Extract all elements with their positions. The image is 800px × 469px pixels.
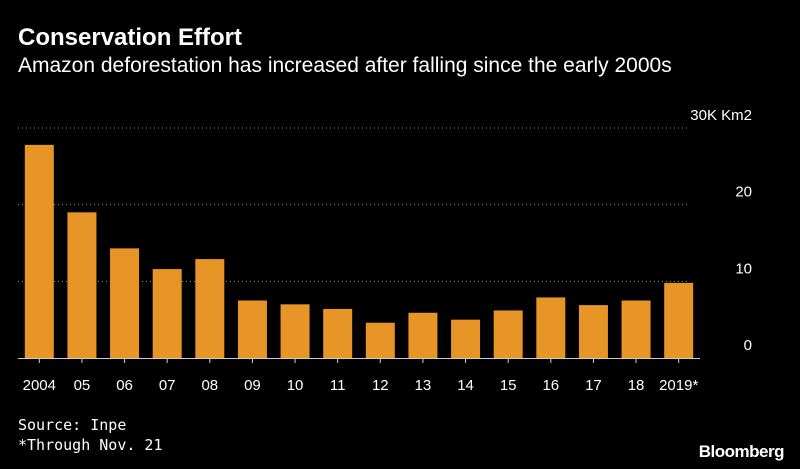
x-tick-label: 12 bbox=[372, 377, 389, 394]
chart-subtitle: Amazon deforestation has increased after… bbox=[18, 54, 672, 77]
bar bbox=[24, 144, 54, 358]
bar bbox=[152, 269, 182, 358]
bar bbox=[323, 308, 353, 358]
x-tick-label: 2004 bbox=[23, 377, 56, 394]
x-tick-label: 10 bbox=[287, 377, 304, 394]
x-tick-label: 2019* bbox=[659, 377, 698, 394]
bar bbox=[536, 297, 566, 358]
bar bbox=[195, 259, 225, 358]
footnote: *Through Nov. 21 bbox=[18, 436, 163, 454]
x-tick-label: 07 bbox=[159, 377, 176, 394]
bar bbox=[237, 300, 267, 358]
bar bbox=[408, 312, 438, 358]
x-tick-label: 06 bbox=[116, 377, 133, 394]
x-tick-label: 11 bbox=[330, 377, 346, 394]
x-tick-label: 18 bbox=[628, 377, 645, 394]
x-tick-label: 14 bbox=[457, 377, 474, 394]
source-note: Source: Inpe bbox=[18, 416, 127, 434]
bloomberg-logo: Bloomberg bbox=[698, 442, 785, 461]
x-tick-label: 17 bbox=[585, 377, 602, 394]
y-tick-label: 30K Km2 bbox=[690, 107, 752, 124]
y-tick-label: 10 bbox=[735, 260, 752, 277]
x-tick-label: 16 bbox=[542, 377, 559, 394]
bar bbox=[110, 248, 140, 358]
bar bbox=[67, 212, 97, 358]
x-tick-label: 09 bbox=[244, 377, 261, 394]
x-tick-label: 08 bbox=[201, 377, 218, 394]
bar bbox=[621, 300, 651, 358]
x-tick-label: 05 bbox=[74, 377, 91, 394]
bar bbox=[365, 322, 395, 358]
bar bbox=[578, 305, 608, 358]
bar bbox=[664, 282, 694, 358]
bar bbox=[493, 310, 523, 358]
bar bbox=[280, 304, 310, 358]
x-tick-label: 13 bbox=[415, 377, 432, 394]
x-tick-label: 15 bbox=[500, 377, 517, 394]
y-tick-label: 20 bbox=[735, 184, 752, 201]
chart-title: Conservation Effort bbox=[18, 24, 243, 51]
bar bbox=[451, 319, 481, 358]
y-tick-label: 0 bbox=[744, 337, 752, 354]
